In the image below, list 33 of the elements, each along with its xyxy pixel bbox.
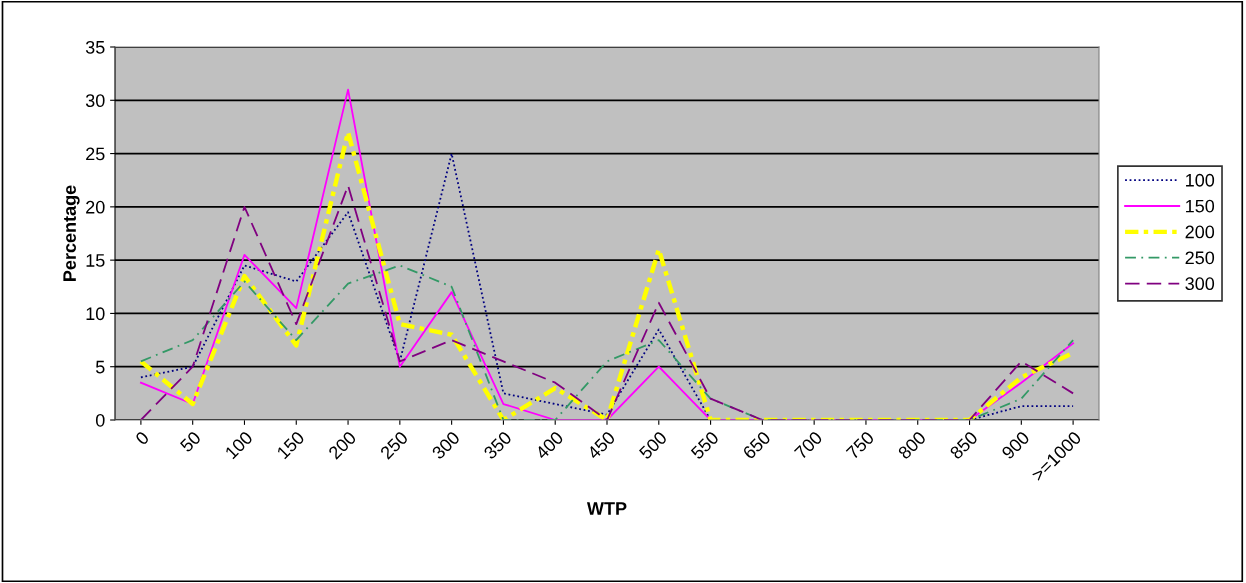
y-tick-label: 5	[95, 360, 105, 374]
x-tick-label: 250	[379, 430, 409, 460]
x-tick-label: 0	[134, 430, 150, 446]
legend-label: 200	[1185, 225, 1215, 239]
y-tick-label: 0	[95, 413, 105, 427]
legend-label: 250	[1185, 251, 1215, 265]
x-tick-label: 350	[482, 430, 513, 460]
legend-label: 100	[1186, 173, 1215, 187]
x-tick-label: 550	[690, 430, 720, 460]
x-tick-label: 850	[949, 430, 979, 460]
y-tick-label: 35	[85, 40, 105, 54]
x-tick-label: 750	[845, 430, 875, 460]
x-tick-label: 800	[897, 430, 927, 460]
y-tick-label: 20	[86, 200, 105, 214]
x-tick-label: 200	[327, 430, 357, 460]
y-axis-title: Percentage	[63, 185, 80, 281]
y-tick-label: 30	[85, 94, 105, 108]
legend-label: 150	[1186, 199, 1215, 213]
x-tick-label: 900	[1000, 430, 1031, 460]
x-tick-label: 50	[179, 430, 202, 453]
x-tick-label: 100	[224, 430, 254, 460]
x-tick-label: 650	[742, 430, 772, 460]
x-tick-label: 150	[276, 430, 306, 460]
legend-label: 300	[1185, 277, 1215, 291]
x-tick-label: 700	[793, 430, 824, 460]
x-axis-title: WTP	[586, 502, 627, 515]
y-tick-label: 15	[86, 254, 105, 267]
x-tick-label: 450	[586, 430, 616, 461]
x-tick-label: 300	[431, 430, 461, 460]
x-tick-label: 500	[638, 430, 668, 460]
y-tick-label: 10	[86, 307, 105, 321]
y-tick-label: 25	[86, 147, 105, 161]
x-tick-label: 400	[534, 430, 565, 461]
